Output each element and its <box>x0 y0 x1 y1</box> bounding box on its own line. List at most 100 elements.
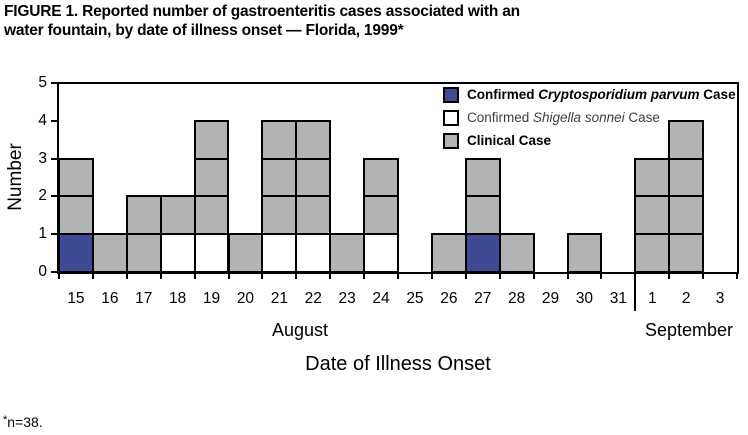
case-square-clinical <box>193 195 230 236</box>
y-tick-label: 4 <box>38 111 47 129</box>
x-tick <box>329 272 332 279</box>
x-tick-label-day: 3 <box>715 290 725 307</box>
x-tick-label-day: 19 <box>202 290 221 307</box>
x-tick <box>702 272 705 279</box>
case-square-clinical <box>430 233 467 273</box>
x-tick <box>363 272 366 279</box>
case-square-clinical <box>261 157 298 198</box>
footnote-asterisk: * <box>3 414 8 426</box>
case-square-crypto <box>58 233 94 273</box>
y-tick-label: 5 <box>38 74 47 91</box>
y-tick <box>51 195 59 198</box>
legend-label-shigella: Confirmed Shigella sonnei Case <box>467 110 660 125</box>
case-square-clinical <box>193 157 230 198</box>
figure-title-line-2: water fountain, by date of illness onset… <box>4 22 404 39</box>
figure-title-line-1: FIGURE 1. Reported number of gastroenter… <box>4 3 520 20</box>
case-square-clinical <box>363 157 399 198</box>
case-square-clinical <box>668 157 705 198</box>
x-tick <box>261 272 264 279</box>
x-tick <box>736 272 738 279</box>
x-tick-label-day: 17 <box>135 290 153 307</box>
case-square-clinical <box>363 195 399 236</box>
case-square-clinical <box>566 233 603 273</box>
case-square-clinical <box>125 233 162 273</box>
x-tick <box>566 272 569 279</box>
case-square-clinical <box>464 157 501 198</box>
case-square-clinical <box>634 157 671 198</box>
x-tick-label-day: 23 <box>338 290 356 307</box>
x-tick-label-day: 2 <box>681 290 691 307</box>
x-tick-label-day: 22 <box>304 290 322 307</box>
case-square-clinical <box>295 119 332 160</box>
footnote-text: n=38. <box>7 414 43 430</box>
case-square-shigella <box>261 233 298 273</box>
x-tick <box>668 272 671 279</box>
y-tick-label: 1 <box>38 225 47 243</box>
x-tick-label-day: 24 <box>372 290 390 307</box>
case-square-shigella <box>193 233 230 273</box>
legend-swatch-crypto <box>443 87 459 103</box>
y-tick <box>51 271 59 273</box>
month-divider-line <box>634 272 637 311</box>
footnote: *n=38. <box>3 414 43 430</box>
x-tick-label-day: 18 <box>169 290 187 307</box>
x-tick-label-day: 25 <box>406 290 424 307</box>
x-tick-label-day: 1 <box>647 290 657 307</box>
x-tick <box>600 272 603 279</box>
legend-label-crypto: Confirmed Cryptosporidium parvum Case <box>467 87 736 102</box>
x-tick <box>125 272 128 279</box>
month-label: September <box>644 320 734 340</box>
case-square-clinical <box>668 233 705 273</box>
case-square-clinical <box>159 195 196 236</box>
case-square-clinical <box>295 157 332 198</box>
x-axis-label: Date of Illness Onset <box>305 353 491 375</box>
x-tick <box>159 272 162 279</box>
x-tick <box>498 272 501 279</box>
x-tick <box>464 272 467 279</box>
case-square-clinical <box>498 233 535 273</box>
x-tick-label-day: 30 <box>575 290 594 307</box>
case-square-clinical <box>668 195 705 236</box>
y-tick <box>51 157 59 160</box>
case-square-clinical <box>668 119 705 160</box>
case-square-clinical <box>295 195 332 236</box>
x-tick-label-day: 21 <box>270 290 288 307</box>
case-square-clinical <box>58 157 94 198</box>
x-tick-label-day: 28 <box>508 290 526 307</box>
x-tick-label-day: 29 <box>541 290 560 307</box>
case-square-clinical <box>261 195 298 236</box>
x-tick <box>397 272 399 279</box>
legend-swatch-clinical <box>443 133 459 149</box>
case-square-clinical <box>58 195 94 236</box>
month-label: August <box>271 320 329 340</box>
y-tick-label: 2 <box>38 187 47 205</box>
case-square-shigella <box>363 233 399 273</box>
y-tick <box>51 82 59 84</box>
case-square-clinical <box>634 195 671 236</box>
x-tick <box>91 272 94 279</box>
case-square-crypto <box>464 233 501 273</box>
case-square-clinical <box>329 233 366 273</box>
case-square-clinical <box>193 119 230 160</box>
x-tick-label-day: 26 <box>440 290 458 307</box>
x-tick <box>58 272 60 279</box>
legend-swatch-shigella <box>443 110 459 126</box>
x-tick-label-day: 20 <box>236 290 255 307</box>
x-tick-label-day: 15 <box>67 290 85 307</box>
x-tick <box>227 272 230 279</box>
x-tick <box>193 272 196 279</box>
case-square-clinical <box>125 195 162 236</box>
x-tick-label-day: 31 <box>609 290 627 307</box>
case-square-shigella <box>295 233 332 273</box>
x-tick <box>532 272 535 279</box>
y-tick <box>51 119 59 122</box>
case-square-clinical <box>227 233 264 273</box>
case-square-clinical <box>91 233 128 273</box>
y-tick-label: 0 <box>38 263 47 280</box>
y-tick-label: 3 <box>38 149 47 167</box>
case-square-clinical <box>261 119 298 160</box>
case-square-clinical <box>634 233 671 273</box>
figure-title: FIGURE 1. Reported number of gastroenter… <box>4 2 704 40</box>
